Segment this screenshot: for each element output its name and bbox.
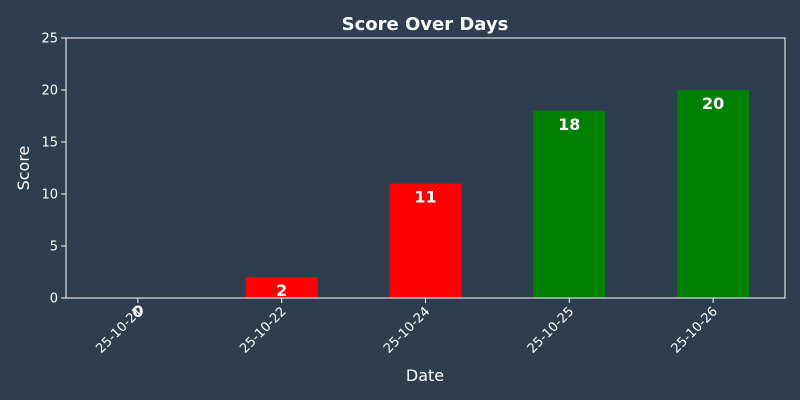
plot-area: 0 2 11 18 20: [132, 90, 750, 321]
y-axis-label: Score: [14, 146, 33, 191]
y-tick-label: 10: [41, 188, 58, 203]
x-tick-label: 25-10-24: [381, 304, 433, 356]
x-axis-ticks: 25-10-21 25-10-22 25-10-24 25-10-25 25-10-26: [93, 298, 721, 357]
x-axis-label: Date: [406, 366, 444, 385]
x-tick-label: 25-10-26: [669, 304, 721, 356]
y-tick-label: 25: [41, 32, 58, 47]
bar-value-label: 11: [414, 188, 436, 207]
y-axis-ticks: 0 5 10 15 20 25: [41, 32, 66, 307]
bar: [533, 110, 606, 298]
x-tick-label: 25-10-22: [237, 304, 289, 356]
x-tick-label: 25-10-21: [93, 304, 145, 356]
bar-value-label: 0: [132, 302, 143, 321]
y-tick-label: 20: [41, 84, 58, 99]
y-tick-label: 15: [41, 136, 58, 151]
chart-title: Score Over Days: [342, 14, 509, 35]
x-tick-label: 25-10-25: [525, 304, 577, 356]
bar: [389, 183, 462, 298]
bar-value-label: 18: [558, 115, 580, 134]
y-tick-label: 0: [50, 292, 58, 307]
y-tick-label: 5: [50, 240, 58, 255]
bar-value-label: 2: [276, 281, 287, 300]
bar-value-label: 20: [702, 94, 724, 113]
bar: [245, 277, 318, 298]
bar: [677, 90, 750, 298]
